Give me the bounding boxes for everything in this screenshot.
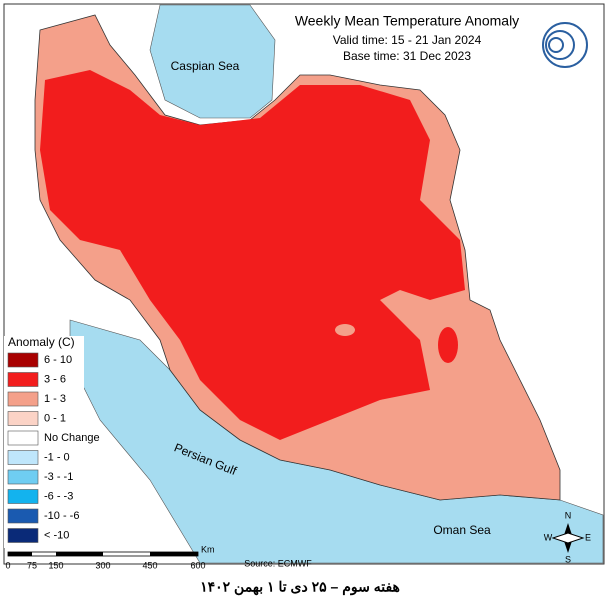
compass-s: S bbox=[565, 554, 571, 564]
compass: N S E W bbox=[544, 510, 591, 564]
legend-swatch bbox=[7, 489, 39, 504]
legend-label: -6 - -3 bbox=[44, 490, 73, 502]
caspian-sea bbox=[149, 4, 276, 119]
legend-swatch bbox=[7, 352, 39, 368]
oman-label: Oman Sea bbox=[433, 523, 491, 537]
compass-n: N bbox=[565, 510, 572, 520]
compass-w: W bbox=[544, 532, 553, 542]
legend-label: 3 - 6 bbox=[44, 373, 66, 385]
anomaly-patch bbox=[335, 324, 355, 336]
scale-label: 150 bbox=[48, 560, 63, 570]
legend-title: Anomaly (C) bbox=[8, 335, 75, 349]
scale-label: 0 bbox=[5, 560, 10, 570]
legend-swatch bbox=[7, 469, 39, 485]
legend-swatch bbox=[7, 372, 39, 387]
legend-swatch bbox=[7, 391, 39, 407]
scale-bar bbox=[7, 551, 199, 557]
scale-label: 75 bbox=[27, 560, 37, 570]
legend-label: < -10 bbox=[44, 529, 69, 541]
footer-caption: هفته سوم – ۲۵ دی تا ۱ بهمن ۱۴۰۲ bbox=[200, 579, 400, 596]
scale-label: 450 bbox=[142, 560, 157, 570]
legend-swatch bbox=[7, 450, 39, 465]
legend-label: 6 - 10 bbox=[44, 354, 72, 366]
logo bbox=[542, 22, 588, 68]
legend-swatch bbox=[7, 508, 39, 524]
scale-label: 600 bbox=[190, 560, 205, 570]
legend-swatch bbox=[7, 528, 39, 543]
base-time: Base time: 31 Dec 2023 bbox=[343, 49, 471, 63]
scale-label: 300 bbox=[95, 560, 110, 570]
legend-swatch bbox=[7, 411, 39, 426]
legend-label: -3 - -1 bbox=[44, 471, 73, 483]
legend-label: No Change bbox=[44, 432, 100, 444]
legend-swatch bbox=[7, 430, 39, 446]
legend-label: 0 - 1 bbox=[44, 412, 66, 424]
source: Source: ECMWF bbox=[244, 558, 312, 568]
anomaly-3-6-region bbox=[40, 70, 465, 440]
legend: Anomaly (C) 6 - 10 3 - 6 1 - 3 0 - 1 No Chan… bbox=[4, 335, 100, 548]
legend-label: 1 - 3 bbox=[44, 393, 66, 405]
valid-time: Valid time: 15 - 21 Jan 2024 bbox=[333, 33, 482, 47]
legend-label: -1 - 0 bbox=[44, 451, 70, 463]
compass-e: E bbox=[585, 532, 591, 542]
caspian-label: Caspian Sea bbox=[171, 59, 240, 73]
legend-label: -10 - -6 bbox=[44, 510, 79, 522]
scale-unit: Km bbox=[201, 544, 215, 554]
anomaly-patch bbox=[438, 327, 458, 363]
title: Weekly Mean Temperature Anomaly bbox=[295, 13, 519, 29]
